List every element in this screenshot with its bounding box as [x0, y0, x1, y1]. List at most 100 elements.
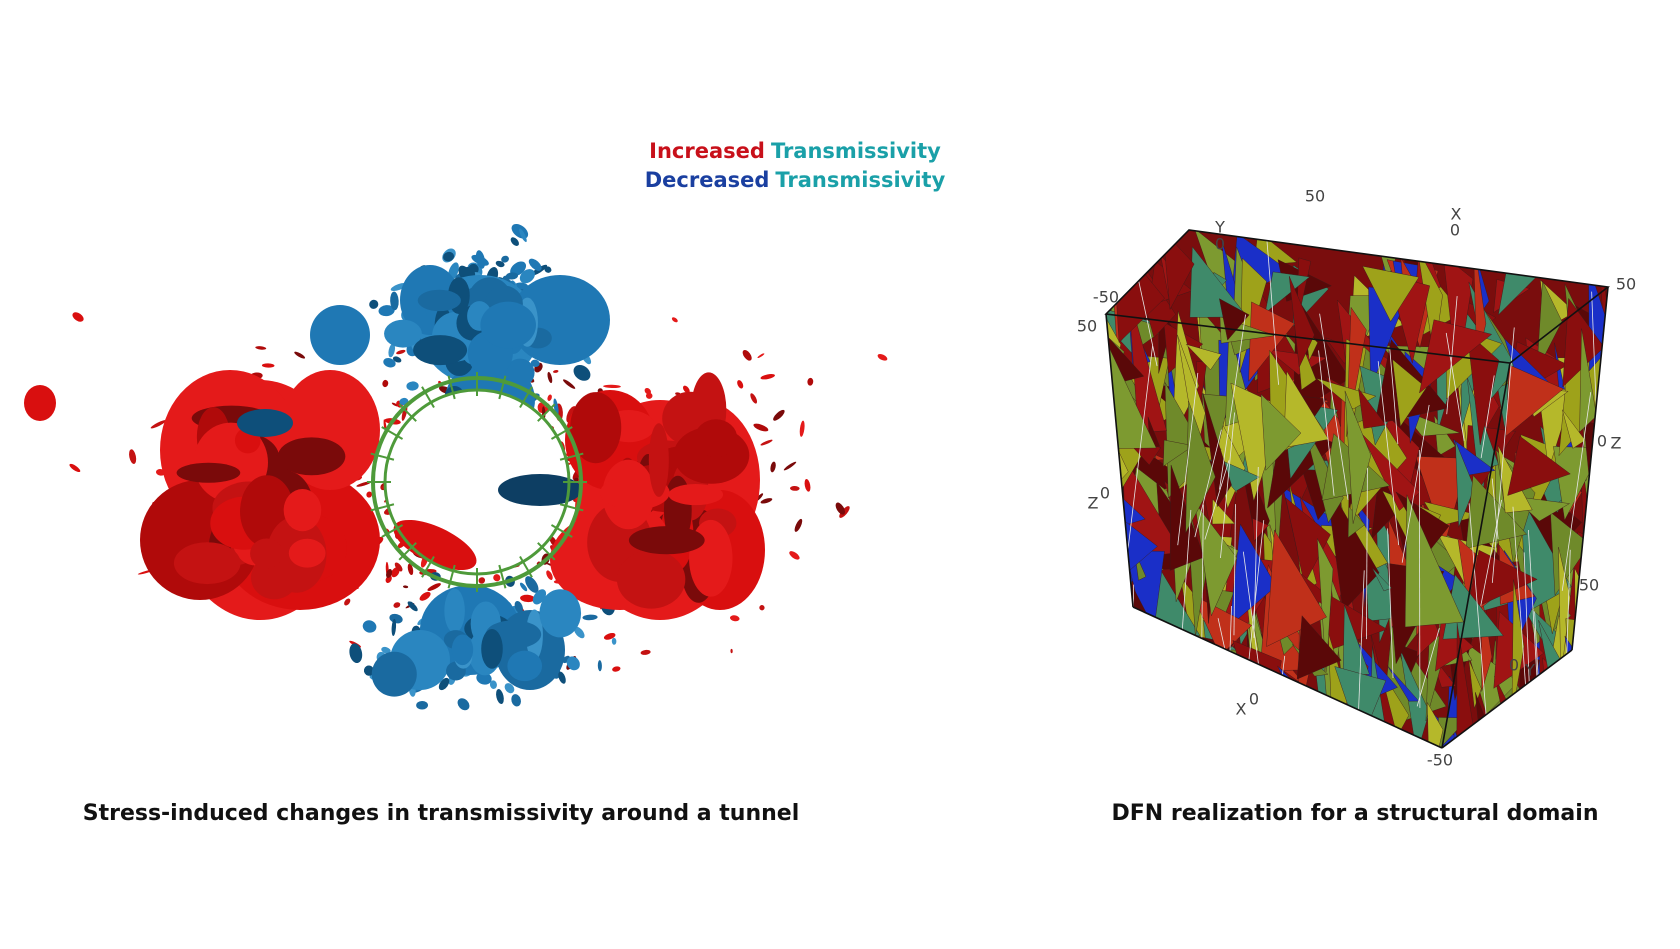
fracture — [1601, 544, 1612, 667]
trace — [1507, 726, 1514, 945]
fracture — [1120, 707, 1160, 799]
fragment — [396, 349, 406, 355]
fracture — [1586, 753, 1614, 844]
fracture — [1610, 643, 1669, 764]
fracture — [1116, 726, 1145, 772]
axis-label: -50 — [1093, 288, 1119, 307]
cluster — [507, 651, 542, 681]
cluster — [444, 589, 465, 633]
fracture — [1116, 654, 1127, 677]
cluster — [695, 419, 738, 457]
fracture — [1535, 726, 1582, 780]
fragment — [760, 439, 773, 447]
fragment — [418, 590, 432, 603]
fracture — [1111, 651, 1143, 744]
fracture — [1183, 711, 1218, 809]
fracture — [1142, 701, 1168, 729]
axis-label: 50 — [1077, 317, 1097, 336]
fracture — [1559, 705, 1586, 813]
axis-label: Z — [1088, 494, 1099, 513]
fragment — [877, 353, 889, 362]
axis-label: 0 — [1450, 221, 1460, 240]
cluster — [289, 539, 326, 568]
legend-word: Transmissivity — [775, 168, 945, 192]
fragment — [788, 550, 801, 562]
fragment — [492, 573, 502, 583]
fracture — [1258, 663, 1275, 795]
axis-label: Y — [1524, 661, 1535, 680]
fragment — [403, 585, 409, 588]
fragment — [783, 461, 797, 472]
cluster — [480, 302, 536, 349]
fragment — [547, 371, 554, 383]
fragment — [757, 353, 765, 359]
fracture — [1269, 754, 1303, 792]
cluster — [278, 437, 346, 475]
fragment — [807, 378, 814, 386]
fracture — [1311, 712, 1351, 753]
fracture — [1583, 753, 1607, 844]
axis-label: 0 — [1249, 690, 1259, 709]
fracture — [1465, 732, 1514, 858]
fracture — [1616, 388, 1646, 424]
trace — [1601, 596, 1609, 777]
fragment — [382, 379, 389, 387]
fracture — [1481, 725, 1530, 759]
fracture — [1597, 695, 1613, 827]
cluster — [539, 589, 581, 637]
fracture — [1289, 706, 1328, 738]
fragment — [752, 422, 769, 433]
fragment — [128, 449, 137, 465]
cluster — [418, 290, 461, 311]
fracture — [1588, 239, 1621, 264]
fragment — [427, 582, 442, 593]
trace — [1528, 694, 1551, 873]
fragment — [495, 688, 505, 704]
fracture — [1374, 735, 1424, 853]
cluster — [250, 538, 283, 568]
fragment — [510, 693, 523, 708]
fracture — [1606, 544, 1621, 634]
cluster — [481, 629, 503, 669]
fragment — [598, 660, 602, 671]
cluster — [372, 652, 417, 697]
fragment — [730, 649, 732, 653]
fracture — [1614, 396, 1629, 416]
cluster — [24, 385, 56, 421]
cluster — [310, 305, 370, 365]
fracture — [1597, 660, 1671, 688]
fragment — [804, 479, 812, 493]
fracture — [1145, 714, 1201, 763]
trace — [1180, 744, 1205, 852]
fracture — [1590, 629, 1616, 666]
fracture — [1152, 642, 1188, 714]
fragment — [388, 612, 404, 625]
axis-label: 50 — [1305, 187, 1325, 206]
fragment — [772, 408, 787, 422]
cluster — [177, 463, 241, 483]
fracture — [1612, 452, 1631, 498]
fragment — [730, 615, 740, 622]
trace — [1159, 694, 1163, 859]
fragment — [455, 696, 472, 713]
cluster — [174, 542, 241, 584]
fragment — [759, 604, 766, 611]
fracture — [1613, 345, 1634, 447]
fracture — [1565, 636, 1607, 767]
fracture — [1597, 561, 1618, 675]
fragment — [477, 576, 486, 585]
fracture — [1611, 293, 1623, 421]
trace — [1259, 656, 1285, 864]
fracture — [1544, 739, 1569, 796]
cluster — [413, 335, 467, 365]
fracture — [1601, 554, 1647, 609]
axis-label: -50 — [1427, 751, 1453, 770]
fracture — [1533, 679, 1573, 723]
fracture — [1569, 689, 1588, 774]
fracture — [1177, 730, 1199, 801]
fracture — [1341, 725, 1372, 864]
fracture — [1543, 710, 1593, 740]
fracture — [1362, 735, 1411, 800]
axis-label: 0 — [1597, 432, 1607, 451]
